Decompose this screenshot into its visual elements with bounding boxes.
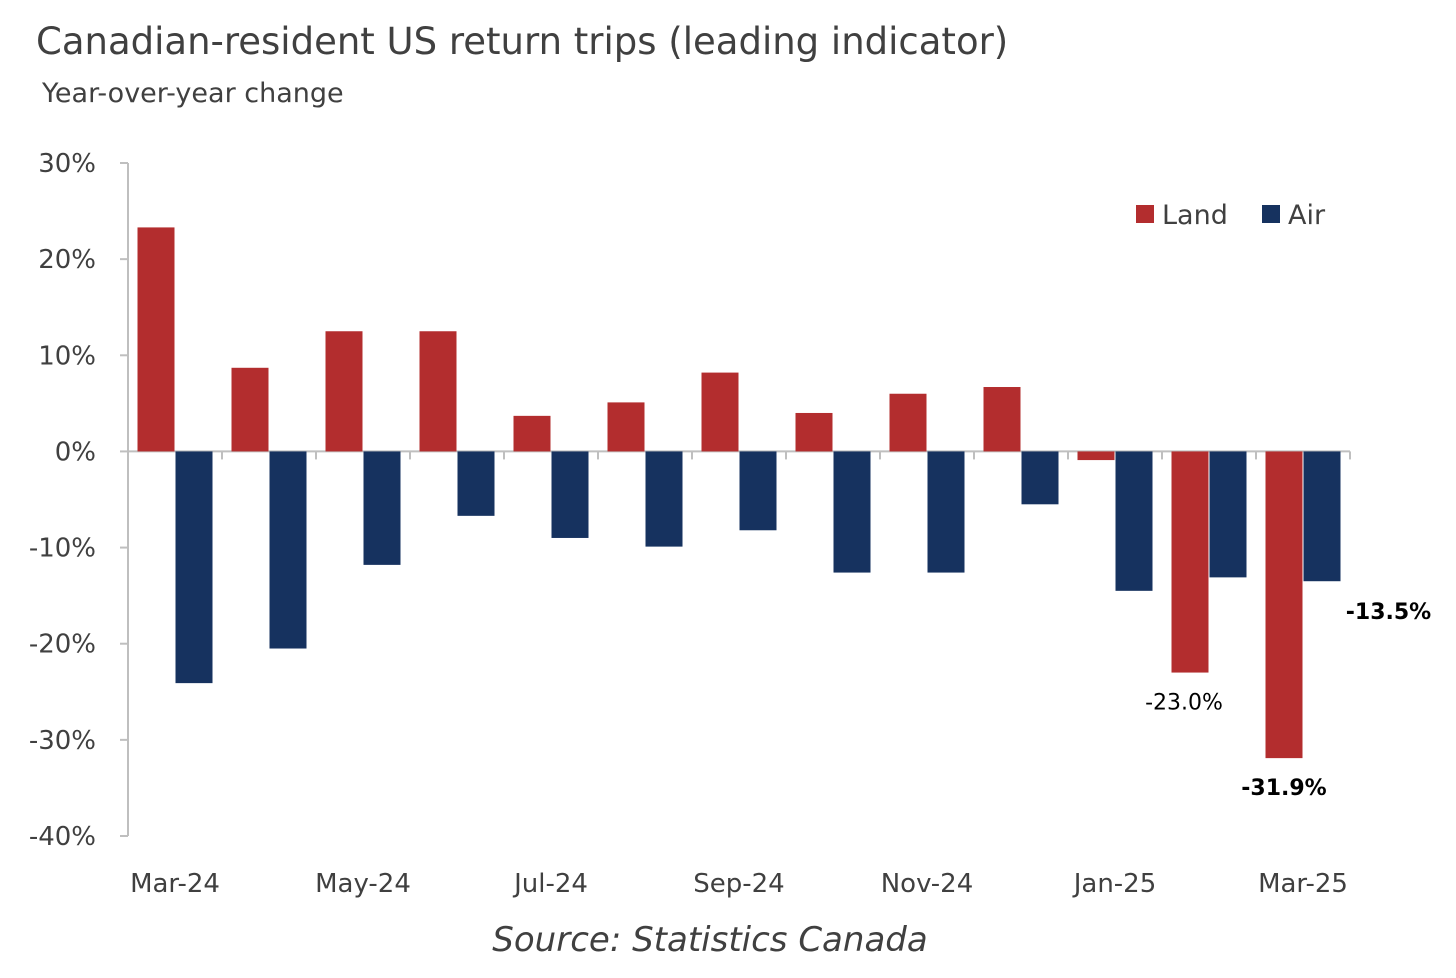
bar-land-jun-24: [419, 331, 457, 452]
legend-swatch-land: [1136, 205, 1154, 223]
bar-land-jul-24: [513, 415, 551, 452]
chart-axes: 30% 20% 10% 0% -10% -20% -30% -40% Mar-24 May-24 J…: [29, 149, 1351, 899]
bar-air-may-24: [363, 451, 401, 565]
x-tick-label: Jul-24: [512, 869, 588, 899]
bar-air-mar-24: [175, 451, 213, 684]
legend-label-land: Land: [1162, 200, 1228, 231]
bar-land-oct-24: [795, 412, 833, 452]
bar-land-feb-25: [1171, 451, 1209, 673]
y-tick-label: -20%: [29, 630, 96, 660]
x-tick-label: Sep-24: [693, 869, 784, 899]
y-tick-label: 30%: [38, 149, 96, 179]
chart-bars: [137, 227, 1341, 759]
bar-land-may-24: [325, 331, 363, 452]
bar-air-jan-25: [1115, 451, 1153, 591]
bar-air-nov-24: [927, 451, 965, 573]
bar-air-sep-24: [739, 451, 777, 531]
y-tick-label: 0%: [55, 437, 96, 467]
bar-land-mar-25: [1265, 451, 1303, 759]
legend-swatch-air: [1262, 205, 1280, 223]
data-label-land-mar-25: -31.9%: [1241, 776, 1326, 801]
source-note: Source: Statistics Canada: [492, 920, 928, 960]
y-tick-label: -30%: [29, 726, 96, 756]
bar-air-dec-24: [1021, 451, 1059, 505]
bar-air-aug-24: [645, 451, 683, 547]
bar-air-feb-25: [1209, 451, 1247, 578]
x-tick-label: Jan-25: [1072, 869, 1157, 899]
legend-label-air: Air: [1288, 200, 1326, 231]
chart-legend: Land Air: [1136, 200, 1326, 231]
chart-data-labels: -23.0% -31.9% -13.5%: [1145, 600, 1431, 801]
bar-land-aug-24: [607, 402, 645, 452]
bar-air-apr-24: [269, 451, 307, 649]
chart-title: Canadian-resident US return trips (leadi…: [36, 20, 1009, 63]
x-tick-label: Mar-24: [130, 869, 220, 899]
y-tick-label: 10%: [38, 341, 96, 371]
bar-land-nov-24: [889, 393, 927, 452]
bar-air-mar-25: [1303, 451, 1341, 582]
bar-air-jul-24: [551, 451, 589, 538]
bar-land-mar-24: [137, 227, 175, 452]
bar-land-dec-24: [983, 387, 1021, 452]
bar-land-apr-24: [231, 367, 269, 452]
data-label-air-mar-25: -13.5%: [1346, 600, 1431, 625]
bar-air-oct-24: [833, 451, 871, 573]
bar-land-jan-25: [1077, 451, 1115, 461]
x-tick-label: May-24: [315, 869, 411, 899]
y-tick-label: 20%: [38, 245, 96, 275]
bar-land-sep-24: [701, 372, 739, 452]
bar-air-jun-24: [457, 451, 495, 516]
y-tick-label: -10%: [29, 534, 96, 564]
data-label-land-feb-25: -23.0%: [1145, 691, 1223, 716]
y-tick-label: -40%: [29, 822, 96, 852]
x-tick-label: Mar-25: [1258, 869, 1348, 899]
chart-subtitle: Year-over-year change: [42, 78, 344, 109]
x-tick-label: Nov-24: [881, 869, 974, 899]
